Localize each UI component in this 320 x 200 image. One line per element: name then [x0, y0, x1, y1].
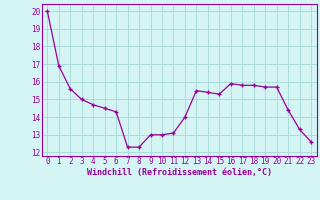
X-axis label: Windchill (Refroidissement éolien,°C): Windchill (Refroidissement éolien,°C) [87, 168, 272, 177]
